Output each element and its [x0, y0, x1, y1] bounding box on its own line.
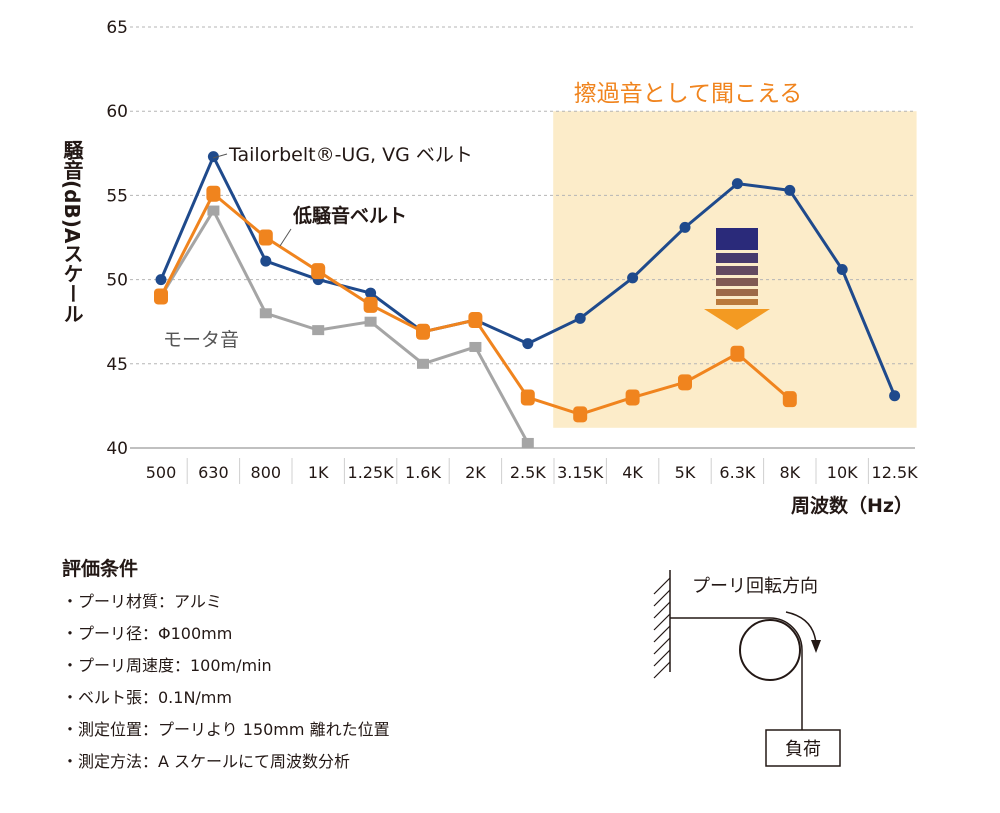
data-point	[469, 341, 482, 352]
data-point	[679, 221, 691, 233]
data-point	[258, 229, 273, 246]
series-line-2	[159, 209, 530, 444]
y-tick-label: 60	[106, 102, 128, 122]
x-tick-label: 1.6K	[405, 463, 441, 482]
data-point	[889, 390, 901, 402]
x-tick-label: 800	[251, 463, 282, 482]
y-tick-label: 65	[106, 18, 128, 38]
x-tick-label: 5K	[675, 463, 696, 482]
data-point	[417, 358, 429, 369]
y-axis-title: 騒音(dB)Aスケール	[60, 140, 84, 324]
pulley-diagram: プーリ回転方向 負荷	[653, 570, 841, 767]
data-point	[784, 184, 796, 196]
x-tick-label: 2K	[465, 463, 486, 482]
data-point	[574, 312, 586, 324]
data-point	[155, 274, 167, 286]
noise-chart: 40 45 50 55 60 65 500 630 800 1K 1.25K 1.6K 2K 2.5K 3…	[60, 18, 918, 517]
data-point	[260, 255, 272, 267]
data-point	[730, 345, 745, 362]
data-point	[416, 323, 430, 340]
series-layer	[154, 151, 901, 448]
data-point	[311, 263, 326, 280]
y-tick-label: 55	[106, 186, 128, 206]
y-tick-label: 50	[106, 271, 128, 291]
y-tick-labels: 40 45 50 55 60 65	[106, 18, 128, 459]
highlight-label: 擦過音として聞こえる	[574, 81, 803, 107]
condition-item: ・測定方法：A スケールにて周波数分析	[62, 752, 351, 771]
rotation-arrowhead-icon	[811, 640, 821, 653]
arrow-band	[716, 253, 758, 263]
data-point	[627, 272, 639, 284]
wall-hatch-icon	[653, 570, 671, 679]
data-point	[364, 316, 377, 327]
data-point	[521, 437, 534, 448]
data-point	[731, 178, 743, 190]
load-box	[765, 729, 841, 767]
load-label: 負荷	[785, 739, 821, 760]
x-tick-label: 12.5K	[872, 463, 919, 482]
arrow-band	[716, 278, 758, 286]
decrease-arrow-icon	[704, 228, 770, 330]
pulley-icon	[739, 619, 801, 681]
data-point	[154, 288, 168, 305]
arrow-band	[716, 289, 758, 296]
condition-item: ・プーリ材質：アルミ	[62, 592, 222, 611]
condition-item: ・測定位置：プーリより 150mm 離れた位置	[62, 720, 390, 739]
data-point	[259, 308, 272, 319]
condition-item: ・プーリ径：Φ100mm	[62, 624, 233, 643]
condition-item: ・ベルト張：0.1N/mm	[62, 688, 232, 707]
x-tick-label: 10K	[827, 463, 858, 482]
data-point	[468, 312, 483, 329]
conditions-title: 評価条件	[62, 558, 139, 580]
data-point	[365, 287, 377, 299]
data-point	[836, 263, 848, 275]
x-axis-title: 周波数（Hz）	[791, 494, 913, 517]
data-point	[678, 374, 692, 391]
x-tick-label: 500	[146, 463, 177, 482]
belt-wrap	[769, 617, 803, 651]
data-point	[522, 338, 534, 350]
y-tick-label: 40	[106, 439, 128, 459]
arrow-band	[716, 266, 758, 275]
x-tick-label: 630	[198, 463, 229, 482]
data-point	[782, 391, 797, 408]
condition-item: ・プーリ周速度：100m/min	[62, 656, 272, 675]
data-point	[625, 389, 640, 406]
data-point	[520, 389, 535, 406]
x-tick-label: 4K	[622, 463, 643, 482]
x-tick-label: 3.15K	[557, 463, 604, 482]
x-tick-label: 1K	[308, 463, 329, 482]
arrow-head	[704, 309, 770, 330]
data-point	[312, 325, 325, 336]
rotation-label: プーリ回転方向	[692, 576, 818, 597]
data-point	[363, 296, 378, 313]
x-tick-label: 8K	[779, 463, 800, 482]
data-point	[206, 185, 221, 202]
grid-lines	[130, 26, 915, 449]
data-point	[207, 151, 219, 163]
x-tick-label: 6.3K	[719, 463, 755, 482]
legend-low-noise-leader	[279, 228, 292, 247]
legend-low-noise: 低騒音ベルト	[292, 204, 407, 227]
x-tick-label: 2.5K	[510, 463, 546, 482]
legend-tailorbelt-leader	[212, 153, 228, 159]
rotation-arrow-icon	[785, 611, 817, 645]
legend-motor: モータ音	[163, 329, 239, 351]
arrow-band	[716, 228, 758, 250]
x-tick-labels: 500 630 800 1K 1.25K 1.6K 2K 2.5K 3.15K 4K 5K 6.3K 8…	[146, 458, 918, 484]
x-tick-label: 1.25K	[348, 463, 395, 482]
y-tick-label: 45	[106, 355, 128, 375]
evaluation-conditions: 評価条件 ・プーリ材質：アルミ ・プーリ径：Φ100mm ・プーリ周速度：100…	[62, 554, 390, 784]
arrow-band	[716, 299, 758, 305]
data-point	[207, 205, 220, 216]
data-point	[573, 406, 588, 423]
legend-tailorbelt: Tailorbelt®-UG, VG ベルト	[228, 144, 473, 166]
